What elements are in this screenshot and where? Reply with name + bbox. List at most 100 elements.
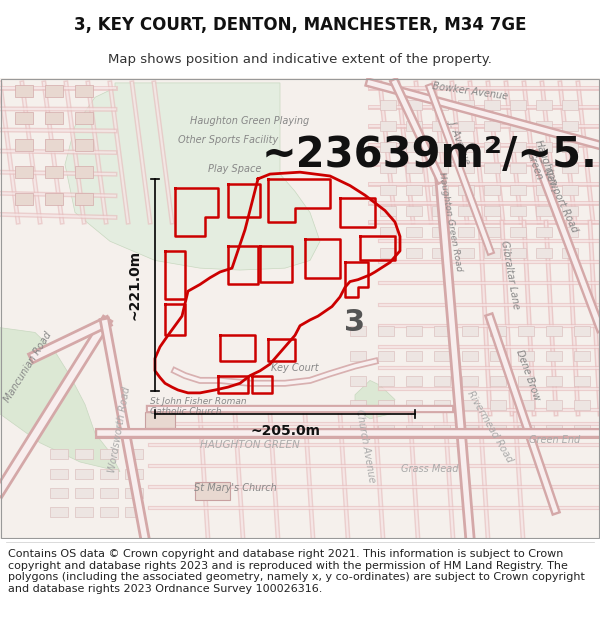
- Bar: [15, 192, 33, 205]
- Text: Haughton Green Road: Haughton Green Road: [437, 171, 463, 272]
- Bar: [45, 192, 63, 205]
- Bar: [536, 206, 552, 216]
- Bar: [406, 426, 422, 436]
- Text: 3, KEY COURT, DENTON, MANCHESTER, M34 7GE: 3, KEY COURT, DENTON, MANCHESTER, M34 7G…: [74, 16, 526, 34]
- Bar: [406, 376, 422, 386]
- Bar: [75, 85, 93, 98]
- Bar: [536, 100, 552, 110]
- Bar: [562, 248, 578, 258]
- Bar: [378, 376, 394, 386]
- Polygon shape: [355, 381, 395, 419]
- Polygon shape: [65, 83, 320, 270]
- Bar: [406, 248, 422, 258]
- Bar: [75, 507, 93, 517]
- Bar: [518, 376, 534, 386]
- Bar: [462, 401, 478, 411]
- Bar: [510, 206, 526, 216]
- Bar: [462, 426, 478, 436]
- Text: Grass Mead: Grass Mead: [401, 464, 459, 474]
- Text: J. Avenue: J. Avenue: [448, 118, 473, 164]
- Bar: [432, 121, 448, 131]
- Bar: [510, 142, 526, 152]
- Text: Mancunian Road: Mancunian Road: [2, 331, 54, 404]
- Bar: [50, 507, 68, 517]
- Bar: [406, 351, 422, 361]
- Bar: [380, 248, 396, 258]
- Text: Rivermead Road: Rivermead Road: [466, 389, 515, 464]
- Bar: [490, 326, 506, 336]
- Bar: [510, 227, 526, 237]
- Bar: [518, 426, 534, 436]
- Bar: [380, 184, 396, 194]
- Bar: [350, 351, 366, 361]
- Bar: [380, 100, 396, 110]
- Bar: [458, 184, 474, 194]
- Bar: [546, 326, 562, 336]
- Text: Map shows position and indicative extent of the property.: Map shows position and indicative extent…: [108, 53, 492, 66]
- Bar: [562, 184, 578, 194]
- Bar: [536, 227, 552, 237]
- Bar: [125, 507, 143, 517]
- Bar: [100, 449, 118, 459]
- Text: Haughton Green Playing: Haughton Green Playing: [190, 116, 310, 126]
- Bar: [484, 164, 500, 174]
- Bar: [484, 100, 500, 110]
- Bar: [462, 376, 478, 386]
- Bar: [518, 326, 534, 336]
- Bar: [380, 206, 396, 216]
- Bar: [562, 100, 578, 110]
- Bar: [145, 412, 175, 428]
- Bar: [125, 449, 143, 459]
- Bar: [406, 142, 422, 152]
- Bar: [458, 227, 474, 237]
- Text: ~23639m²/~5.841ac.: ~23639m²/~5.841ac.: [262, 134, 600, 176]
- Bar: [50, 488, 68, 498]
- Bar: [380, 121, 396, 131]
- Bar: [434, 401, 450, 411]
- Bar: [45, 85, 63, 98]
- Text: ~221.0m: ~221.0m: [127, 250, 141, 320]
- Bar: [432, 248, 448, 258]
- Bar: [536, 121, 552, 131]
- Text: Play Space: Play Space: [208, 164, 262, 174]
- Bar: [432, 142, 448, 152]
- Text: Haughton
Green: Haughton Green: [521, 138, 559, 191]
- Bar: [380, 164, 396, 174]
- Bar: [406, 100, 422, 110]
- Text: Bowker Avenue: Bowker Avenue: [431, 81, 508, 101]
- Bar: [458, 164, 474, 174]
- Bar: [434, 351, 450, 361]
- Bar: [75, 488, 93, 498]
- Bar: [378, 326, 394, 336]
- Bar: [75, 112, 93, 124]
- Bar: [434, 426, 450, 436]
- Bar: [490, 351, 506, 361]
- Bar: [546, 401, 562, 411]
- Text: HAUGHTON GREEN: HAUGHTON GREEN: [200, 439, 300, 449]
- Bar: [125, 488, 143, 498]
- Text: Newport Road: Newport Road: [541, 166, 579, 234]
- Bar: [458, 121, 474, 131]
- Text: Contains OS data © Crown copyright and database right 2021. This information is : Contains OS data © Crown copyright and d…: [8, 549, 585, 594]
- Bar: [462, 351, 478, 361]
- Bar: [536, 142, 552, 152]
- Bar: [546, 376, 562, 386]
- Bar: [484, 248, 500, 258]
- Bar: [536, 248, 552, 258]
- Bar: [518, 401, 534, 411]
- Bar: [562, 227, 578, 237]
- Text: St John Fisher Roman
Catholic Church: St John Fisher Roman Catholic Church: [150, 397, 247, 416]
- Bar: [462, 326, 478, 336]
- Bar: [406, 206, 422, 216]
- Bar: [484, 206, 500, 216]
- Bar: [432, 227, 448, 237]
- Bar: [546, 351, 562, 361]
- Bar: [380, 227, 396, 237]
- Bar: [125, 469, 143, 479]
- Bar: [100, 469, 118, 479]
- Bar: [484, 121, 500, 131]
- Bar: [562, 206, 578, 216]
- Text: Other Sports Facility: Other Sports Facility: [178, 136, 278, 146]
- Bar: [15, 166, 33, 178]
- Bar: [378, 426, 394, 436]
